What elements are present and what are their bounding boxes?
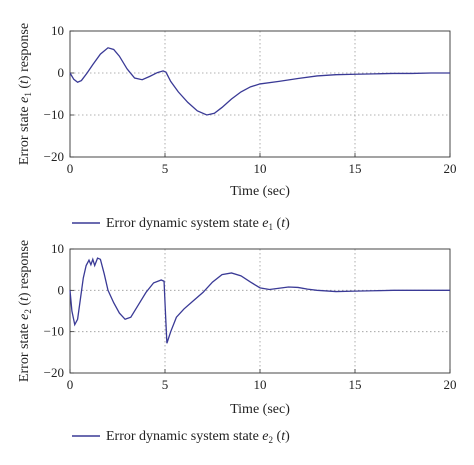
y-tick-label: −10 [44,107,64,122]
x-tick-label: 10 [254,377,267,392]
x-axis-label-e1: Time (sec) [230,184,290,199]
y-tick-label: 0 [58,282,65,297]
x-tick-label: 5 [162,377,169,392]
ticks-e2: 0 5 10 15 20 10 0 −10 −20 [44,241,457,392]
series-line-e2 [69,257,450,344]
x-tick-label: 20 [444,377,457,392]
y-tick-label: 10 [51,23,64,38]
y-tick-label: 10 [51,241,64,256]
y-tick-label: −20 [44,149,64,164]
legend-e1: Error dynamic system state e1 (t) [72,216,290,232]
x-tick-label: 10 [254,161,267,176]
chart-e1: 0 5 10 15 20 10 0 −10 −20 Time (sec) Error state… [17,23,457,232]
plot-frame-e1 [69,30,451,158]
chart-e2: 0 5 10 15 20 10 0 −10 −20 Time (sec) Error state… [17,240,457,445]
series-line-e1 [69,47,450,116]
y-axis-label-e1: Error state e1 (t) response [17,23,33,165]
y-tick-label: −10 [44,324,64,339]
x-tick-label: 5 [162,161,169,176]
legend-e2: Error dynamic system state e2 (t) [72,429,290,445]
x-tick-label: 15 [349,377,362,392]
y-tick-label: −20 [44,365,64,380]
y-axis-label-e2: Error state e2 (t) response [17,240,33,382]
x-tick-label: 20 [444,161,457,176]
legend-label-e2: Error dynamic system state e2 (t) [106,429,290,445]
y-tick-label: 0 [58,65,65,80]
x-axis-label-e2: Time (sec) [230,402,290,417]
grid-e2 [70,249,450,373]
grid-e1 [70,31,450,157]
x-tick-label: 0 [67,377,74,392]
legend-label-e1: Error dynamic system state e1 (t) [106,216,290,232]
ticks-e1: 0 5 10 15 20 10 0 −10 −20 [44,23,457,176]
x-tick-label: 15 [349,161,362,176]
x-tick-label: 0 [67,161,74,176]
